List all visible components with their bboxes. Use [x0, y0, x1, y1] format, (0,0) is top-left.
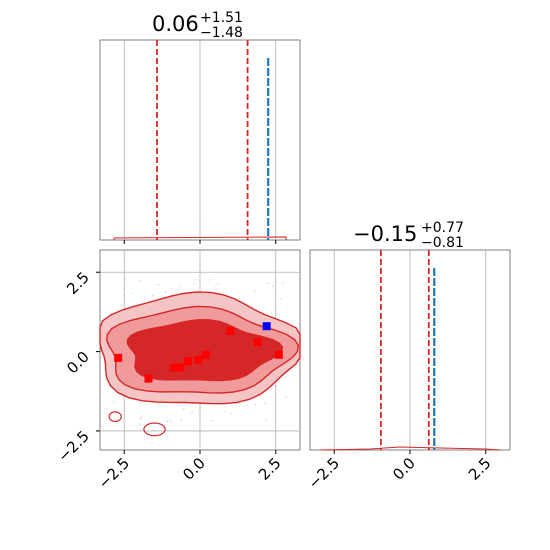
jt-sample-point — [223, 411, 226, 413]
jt-sample-point — [194, 279, 197, 281]
jt-sample-point — [112, 401, 115, 403]
jt-sample-marker — [274, 350, 283, 359]
jt-sample-point — [180, 419, 183, 421]
marginal-title-1-main: 0.06 — [152, 12, 199, 36]
jt-ytick-label: 0.0 — [63, 348, 93, 378]
jt-sample-point — [170, 287, 173, 290]
jt-sample-marker — [194, 355, 203, 364]
jt-sample-point — [273, 385, 276, 387]
jt-sample-point — [139, 418, 142, 420]
jt-sample-point — [284, 396, 287, 398]
jt-sample-point — [123, 413, 126, 416]
jt-sample-point — [123, 399, 126, 402]
marginal-title-2-sub: −0.81 — [421, 235, 464, 251]
p2-histogram — [319, 446, 501, 451]
jt-sample-point — [157, 284, 160, 286]
jt-sample-point — [124, 279, 127, 281]
p2-xtick-label: 0.0 — [389, 454, 419, 484]
jt-sample-point — [191, 410, 194, 413]
jt-sample-marker — [144, 374, 153, 383]
jt-sample-point — [140, 416, 143, 419]
jt-sample-marker — [183, 357, 192, 366]
jt-sample-point — [199, 416, 202, 418]
jt-sample-point — [264, 402, 266, 405]
marginal-title-1-sub: −1.48 — [200, 25, 243, 41]
jt-sample-point — [123, 420, 126, 423]
jt-contour-island — [143, 422, 166, 437]
jt-sample-point — [182, 407, 185, 410]
jt-sample-point — [139, 279, 142, 282]
marginal-title-2: −0.15 — [353, 222, 417, 246]
jt-sample-point — [138, 423, 141, 426]
jt-sample-point — [254, 403, 257, 406]
jt-truth-marker — [262, 322, 271, 331]
jt-xtick-label: 2.5 — [255, 454, 285, 484]
jt-sample-point — [253, 290, 256, 292]
jt-sample-marker — [114, 353, 123, 362]
jt-sample-marker — [176, 363, 185, 372]
jt-sample-point — [192, 282, 195, 285]
p2-xtick-label: 2.5 — [465, 454, 495, 484]
marginal-title-1-sup: +1.51 — [200, 10, 243, 26]
jt-sample-point — [208, 279, 211, 281]
jt-sample-point — [281, 282, 284, 284]
jt-sample-point — [164, 291, 167, 293]
marginal-title-2-sup: +0.77 — [421, 220, 464, 236]
jt-sample-marker — [226, 327, 235, 335]
jt-sample-point — [210, 420, 213, 422]
jt-sample-marker — [253, 338, 262, 347]
jt-sample-point — [169, 419, 172, 422]
jt-sample-marker — [170, 363, 179, 372]
jt-sample-point — [130, 292, 133, 295]
jt-sample-point — [274, 408, 277, 411]
joint-panel: −2.5 0.0 2.5 −2.5 0.0 2.5 — [54, 249, 301, 493]
jt-sample-point — [261, 397, 264, 400]
jt-sample-point — [122, 295, 125, 297]
jt-sample-point — [265, 419, 268, 422]
jt-ytick-label: 2.5 — [63, 268, 93, 298]
jt-ytick-label: −2.5 — [54, 427, 92, 465]
jt-sample-point — [122, 288, 125, 291]
jt-sample-point — [279, 298, 282, 300]
jt-sample-point — [166, 420, 169, 423]
marginal-panel-2: −2.5 0.0 2.5 −0.15 +0.77 −0.81 — [305, 220, 511, 493]
jt-sample-point — [272, 285, 274, 288]
marginal-title-1: 0.06 — [152, 12, 199, 36]
jt-sample-point — [229, 412, 232, 415]
jt-sample-point — [178, 285, 181, 288]
jt-sample-point — [152, 294, 155, 297]
jt-xtick-label: −2.5 — [95, 454, 133, 492]
jt-sample-point — [266, 282, 269, 285]
jt-sample-point — [189, 412, 192, 415]
jt-sample-point — [245, 404, 248, 407]
jt-sample-point — [216, 282, 219, 285]
jt-sample-marker — [202, 350, 211, 359]
jt-contour-island — [108, 411, 122, 422]
jt-sample-point — [284, 376, 287, 379]
p2-xtick-label: −2.5 — [305, 454, 343, 492]
marginal-panel-1: 0.06 +1.51 −1.48 — [99, 10, 301, 244]
marginal-title-2-main: −0.15 — [353, 222, 417, 246]
p1-histogram — [113, 236, 287, 240]
jt-xtick-label: 0.0 — [179, 454, 209, 484]
